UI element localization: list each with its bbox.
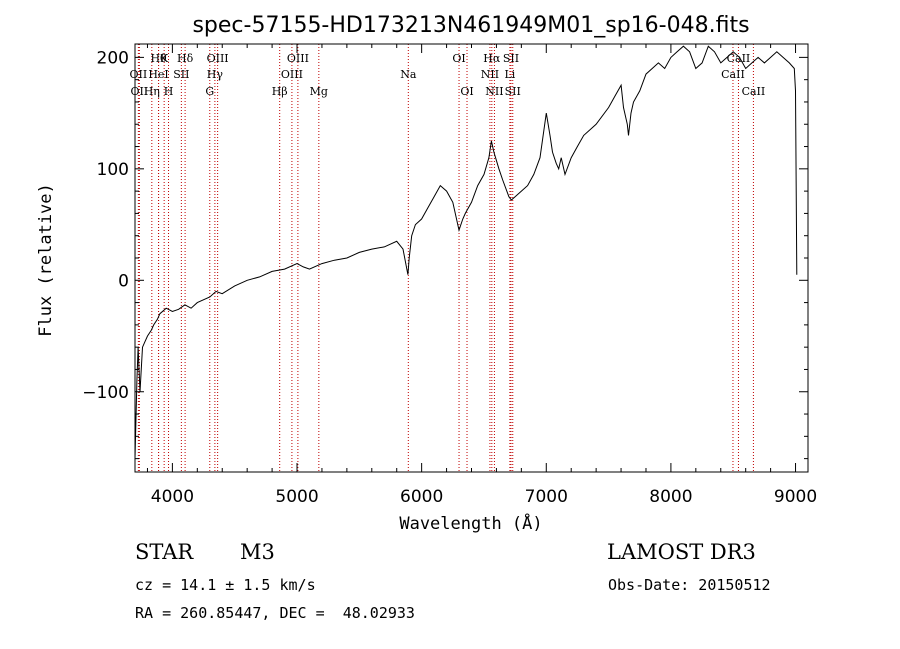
line-marker-label: SII [173,68,189,81]
line-marker-label: OIII [207,52,229,65]
plot-frame [134,43,809,473]
line-marker-label: Hη [144,85,160,98]
coordinates-text: RA = 260.85447, DEC = 48.02933 [135,604,415,622]
object-subclass: M3 [240,540,275,564]
line-marker-label: CaII [727,52,751,65]
line-marker-label: SII [505,85,521,98]
y-tick-label: −100 [82,383,129,403]
y-tick-label: 100 [97,160,129,180]
line-marker-label: Hβ [272,85,288,98]
line-marker-label: NII [481,68,499,81]
line-markers [137,44,754,472]
y-axis-ticks: −100 0 100 200 [82,48,808,460]
survey-name: LAMOST DR3 [607,540,756,564]
x-axis-ticks: 4000 5000 6000 7000 8000 9000 [146,44,817,507]
line-marker-label: OIII [287,52,309,65]
object-class: STAR [135,540,194,564]
y-tick-label: 200 [97,48,129,68]
line-marker-label: Hδ [177,52,194,65]
y-tick-label: 0 [118,271,129,291]
line-marker-label: H [164,85,174,98]
line-marker-labels: OIIOIIHηHθHeIKHSIIHδGHγOIIIHβOIIIOIIIMgN… [130,52,766,98]
x-tick-label: 7000 [525,487,568,507]
line-marker-label: CaII [742,85,766,98]
y-axis-label: Flux (relative) [36,183,56,337]
x-tick-label: 4000 [151,487,194,507]
line-marker-label: K [160,52,169,65]
x-axis-label: Wavelength (Å) [399,512,542,534]
line-marker-label: OIII [281,68,303,81]
line-marker-label: Hθ [150,52,167,65]
line-marker-label: Hα [483,52,501,65]
line-marker-label: CaII [721,68,745,81]
line-marker-label: OI [460,85,473,98]
x-tick-label: 6000 [400,487,443,507]
x-tick-label: 5000 [275,487,318,507]
line-marker-label: SII [503,52,519,65]
line-marker-label: Na [400,68,417,81]
line-marker-label: Hγ [207,68,224,81]
spectrum-line [134,45,798,459]
x-tick-label: 8000 [649,487,692,507]
line-marker-label: Li [504,68,515,81]
chart-title: spec-57155-HD173213N461949M01_sp16-048.f… [192,13,749,38]
x-tick-label: 9000 [774,487,817,507]
line-marker-label: Mg [310,85,328,98]
line-marker-label: G [205,85,214,98]
line-marker-label: NII [485,85,503,98]
line-marker-label: OI [452,52,465,65]
redshift-text: cz = 14.1 ± 1.5 km/s [135,576,316,594]
obs-date-text: Obs-Date: 20150512 [608,576,771,594]
line-marker-label: OII [130,68,148,81]
line-marker-label: HeI [148,68,168,81]
